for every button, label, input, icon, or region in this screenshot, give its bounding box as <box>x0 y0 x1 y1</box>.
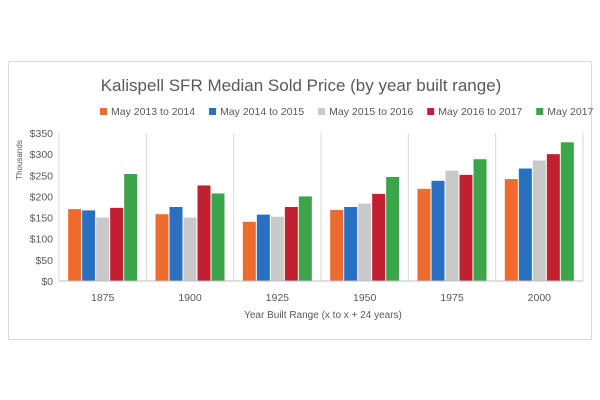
legend-label: May 2016 to 2017 <box>438 106 522 118</box>
y-tick-label: $50 <box>35 255 53 267</box>
legend-label: May 2014 to 2015 <box>220 106 304 118</box>
x-tick-label: 1950 <box>353 292 377 304</box>
bar <box>386 176 400 281</box>
bar <box>82 210 96 281</box>
chart-title: Kalispell SFR Median Sold Price (by year… <box>101 76 502 95</box>
legend-swatch <box>536 108 544 115</box>
bar <box>372 193 386 281</box>
x-tick-label: 2000 <box>528 292 552 304</box>
bar <box>183 217 197 281</box>
x-axis-title: Year Built Range (x to x + 24 years) <box>244 310 402 321</box>
y-tick-label: $300 <box>30 149 54 161</box>
x-tick-label: 1925 <box>266 292 290 304</box>
y-tick-label: $100 <box>30 234 54 246</box>
y-axis-tick-labels: $0 $50 $100 $150 $200 $250 $300 $350 <box>30 128 54 288</box>
bar <box>532 160 546 281</box>
bar <box>124 174 138 281</box>
x-tick-label: 1875 <box>91 292 115 304</box>
bar <box>445 170 459 281</box>
bar <box>431 180 445 281</box>
bar <box>110 207 124 281</box>
y-tick-label: $250 <box>30 170 54 182</box>
bar-chart: Kalispell SFR Median Sold Price (by year… <box>15 76 593 321</box>
bar <box>546 154 560 281</box>
legend-label: May 2017 to 2018 <box>547 106 593 118</box>
bar <box>242 221 256 281</box>
legend-swatch <box>427 108 435 115</box>
x-axis-tick-labels: 1875 1900 1925 1950 1975 2000 <box>91 292 551 304</box>
legend-label: May 2015 to 2016 <box>329 106 413 118</box>
y-tick-label: $150 <box>30 213 54 225</box>
category-separators <box>58 133 584 281</box>
y-tick-label: $350 <box>30 128 54 140</box>
bar <box>473 159 487 281</box>
x-tick-label: 1975 <box>440 292 464 304</box>
bar <box>155 214 169 281</box>
bar <box>560 142 574 281</box>
units-label: Thousands <box>15 140 24 180</box>
y-tick-label: $200 <box>30 191 54 203</box>
chart-frame: Kalispell SFR Median Sold Price (by year… <box>8 61 593 340</box>
bar <box>344 207 358 281</box>
legend-label: May 2013 to 2014 <box>111 106 195 118</box>
bar <box>68 209 82 281</box>
bar <box>169 207 183 281</box>
bar <box>256 214 270 281</box>
legend-swatch <box>318 108 326 115</box>
bar <box>518 168 532 281</box>
bar <box>330 209 344 281</box>
y-tick-label: $0 <box>41 276 53 288</box>
bar <box>417 188 431 281</box>
bars <box>68 142 574 281</box>
bar <box>96 217 110 281</box>
bar <box>211 193 225 281</box>
bar <box>459 174 473 281</box>
legend-swatch <box>100 108 107 115</box>
bar <box>358 203 372 281</box>
x-tick-label: 1900 <box>178 292 202 304</box>
bar <box>298 196 312 281</box>
legend-swatch <box>209 108 217 115</box>
legend: May 2013 to 2014 May 2014 to 2015 May 2015… <box>100 106 593 118</box>
bar <box>284 207 298 281</box>
bar <box>197 185 211 281</box>
bar <box>504 179 518 281</box>
bar <box>270 216 284 281</box>
